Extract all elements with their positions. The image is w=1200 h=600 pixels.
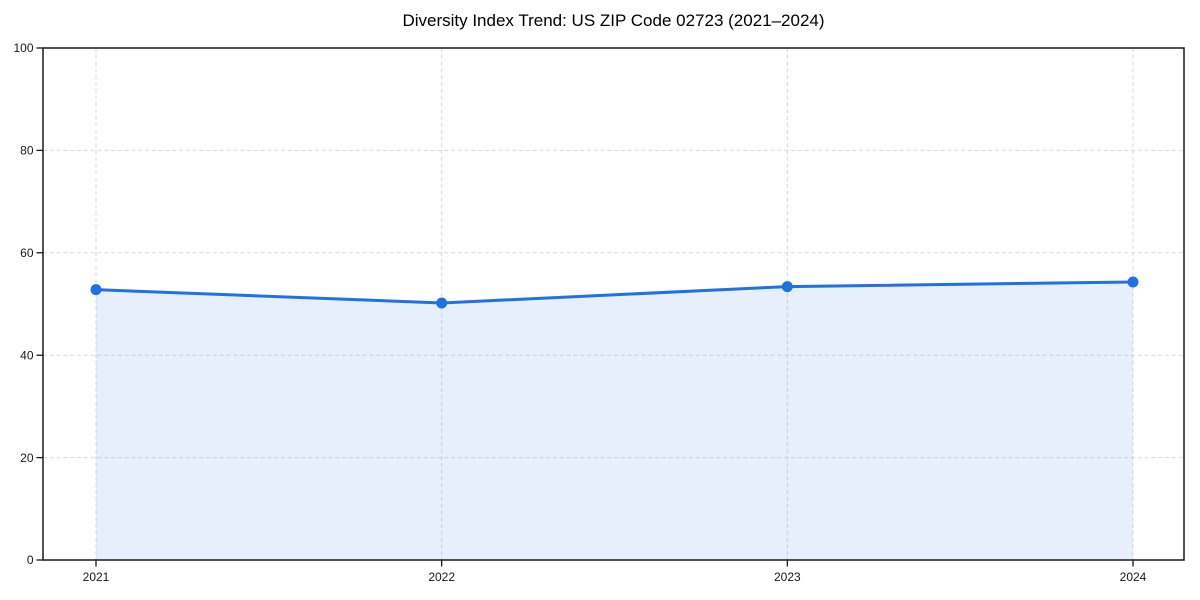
y-tick-label-100: 100 [13, 41, 33, 55]
y-tick-label-40: 40 [20, 348, 34, 362]
x-tick-label-2021: 2021 [83, 570, 110, 584]
data-point-2023 [781, 281, 793, 293]
data-point-2024 [1127, 276, 1139, 288]
area-fill [96, 281, 1133, 560]
chart-title: Diversity Index Trend: US ZIP Code 02723… [402, 11, 825, 30]
y-tick-label-80: 80 [20, 144, 34, 158]
y-tick-label-20: 20 [20, 451, 34, 465]
x-tick-label-2022: 2022 [428, 570, 455, 584]
plot-box [42, 47, 1185, 561]
data-point-2021 [90, 284, 102, 296]
data-point-2022 [436, 297, 448, 309]
trend-line [94, 280, 1135, 305]
y-tick-label-60: 60 [20, 246, 34, 260]
y-tick-label-0: 0 [27, 553, 34, 567]
x-tick-label-2023: 2023 [774, 570, 801, 584]
x-tick-label-2024: 2024 [1120, 570, 1147, 584]
